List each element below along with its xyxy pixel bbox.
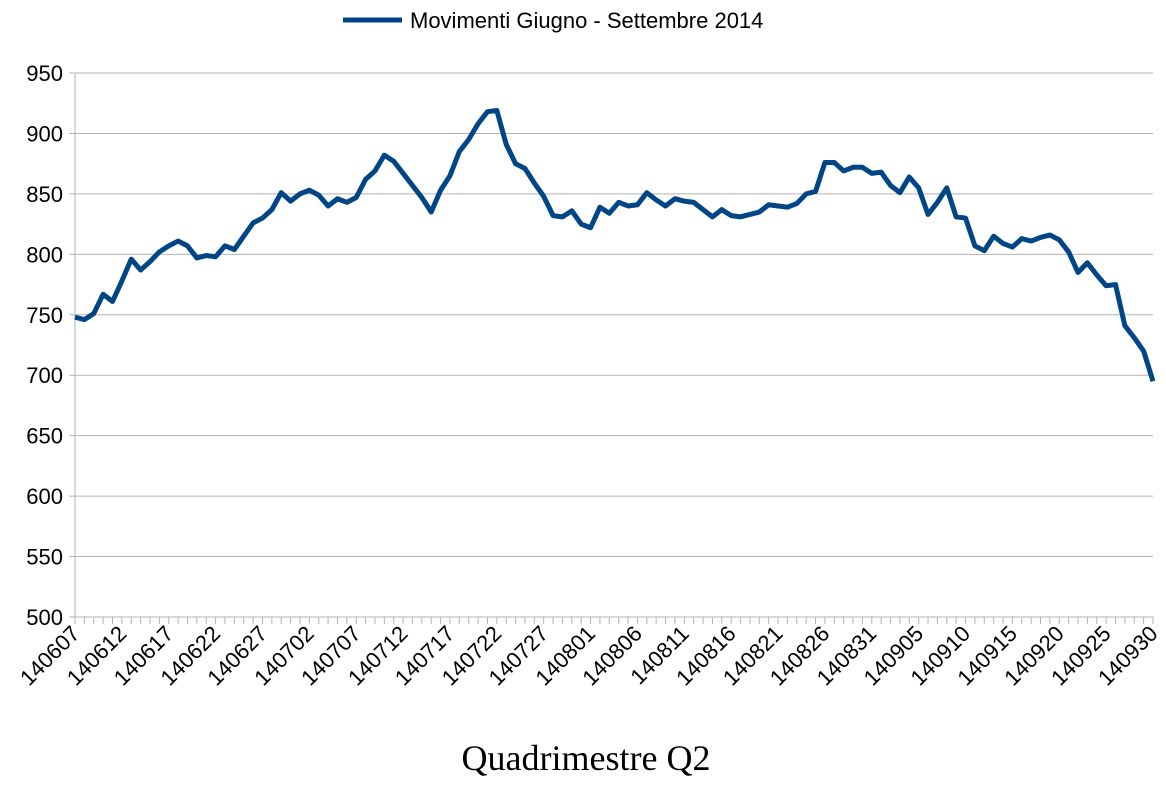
y-tick-label: 650 bbox=[26, 424, 63, 449]
legend-label: Movimenti Giugno - Settembre 2014 bbox=[410, 8, 763, 33]
y-tick-label: 600 bbox=[26, 484, 63, 509]
series-line bbox=[74, 107, 1156, 383]
x-axis-title: Quadrimestre Q2 bbox=[462, 738, 711, 778]
y-tick-label: 550 bbox=[26, 545, 63, 570]
y-tick-label: 800 bbox=[26, 242, 63, 267]
y-tick-label: 850 bbox=[26, 182, 63, 207]
y-tick-label: 950 bbox=[26, 61, 63, 86]
y-tick-label: 750 bbox=[26, 303, 63, 328]
y-tick-label: 700 bbox=[26, 363, 63, 388]
y-tick-label: 900 bbox=[26, 121, 63, 146]
y-tick-label: 500 bbox=[26, 605, 63, 630]
